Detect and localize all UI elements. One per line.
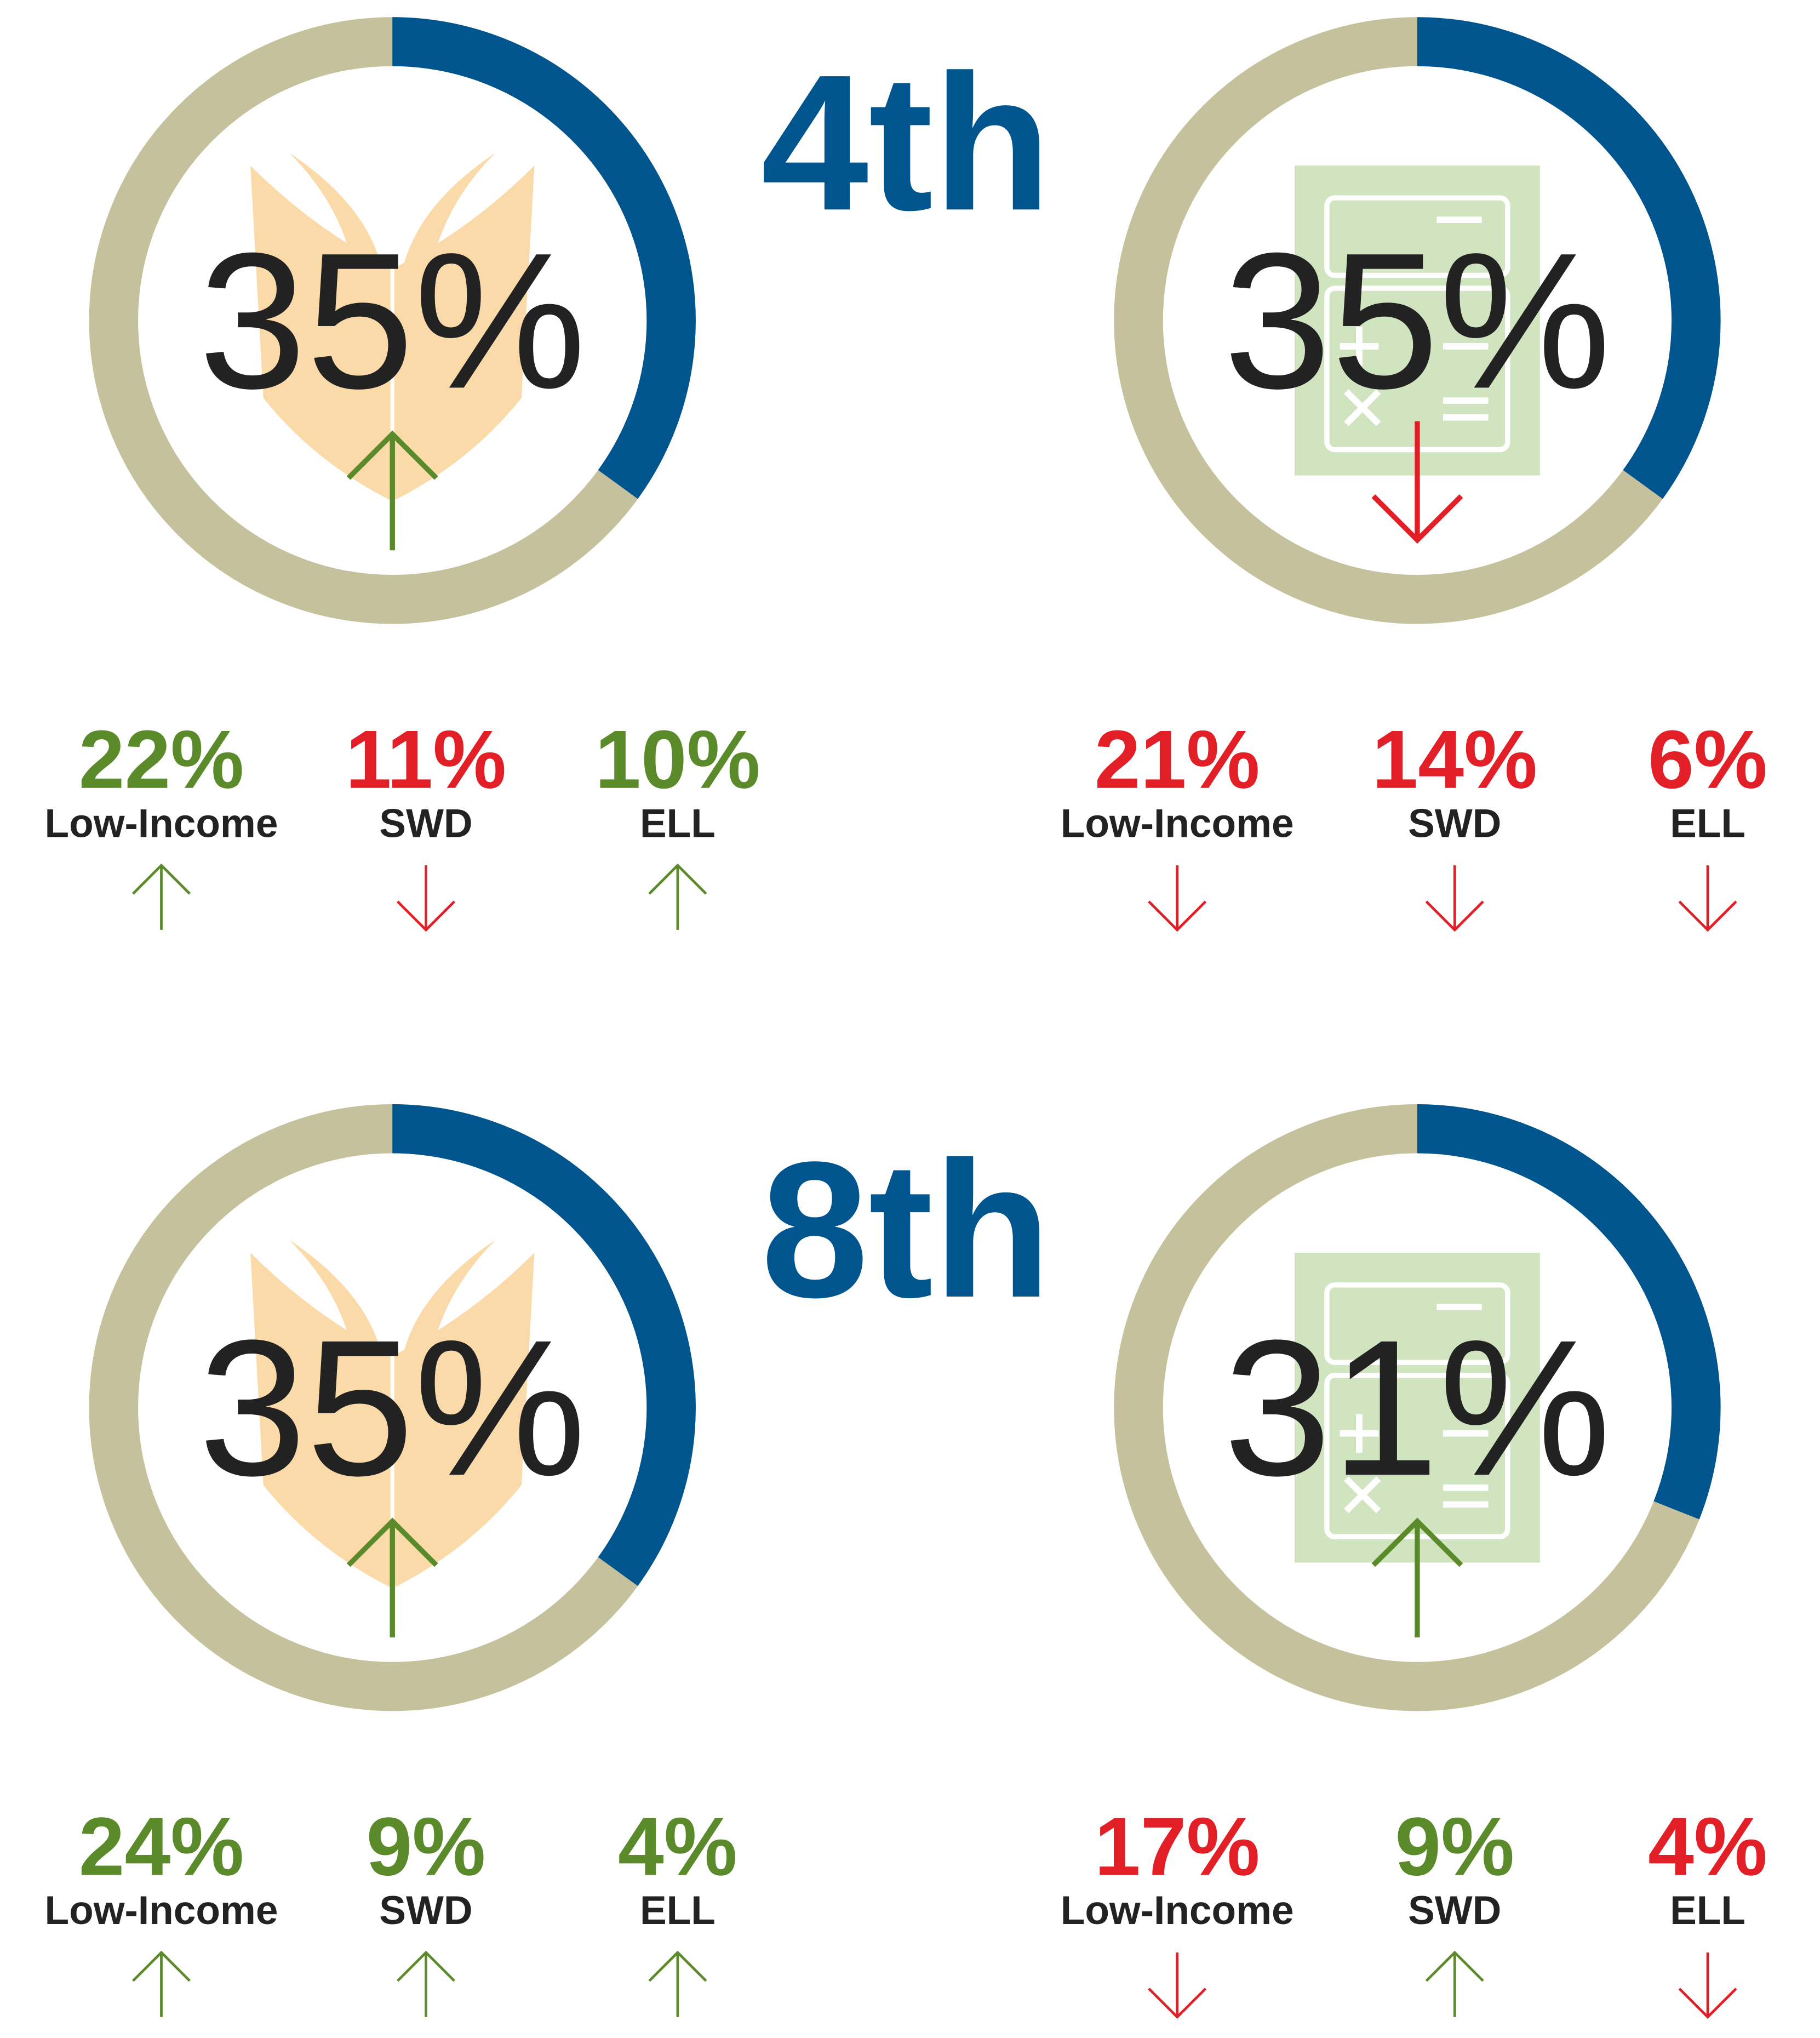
group-value: 14% [1372, 713, 1537, 806]
grade-title: 4th [761, 34, 1051, 250]
group-name: SWD [1408, 801, 1501, 846]
donut-arc [392, 1104, 696, 1586]
group-arrow [648, 1950, 707, 2017]
book-leaf [289, 1240, 382, 1356]
donut-value: 35% [199, 212, 586, 429]
group-value: 24% [79, 1801, 244, 1893]
group-name: ELL [1670, 1888, 1745, 1933]
group-value: 22% [79, 713, 244, 806]
group-arrow [1678, 1952, 1737, 2019]
group-name: Low-Income [45, 1888, 278, 1933]
donut-arc [1417, 1104, 1721, 1520]
group-value: 4% [1648, 1801, 1767, 1893]
group-arrow [132, 863, 191, 930]
donut-arc [392, 17, 696, 499]
group-name: Low-Income [1061, 801, 1294, 846]
book-leaf [403, 152, 496, 269]
group-arrow [1148, 1952, 1207, 2019]
calc-keys [1340, 216, 1489, 426]
group-arrow [396, 1950, 455, 2017]
group-arrow [1678, 865, 1737, 932]
group-value: 11% [346, 713, 506, 806]
group-value: 21% [1095, 713, 1260, 806]
donut-value: 35% [199, 1299, 586, 1516]
donut-value: 35% [1223, 212, 1611, 429]
donut-value: 31% [1223, 1299, 1611, 1516]
calculator-icon [1295, 1252, 1540, 1563]
book-leaf [289, 152, 382, 269]
grade-title: 8th [761, 1121, 1051, 1338]
group-arrow [396, 865, 455, 932]
group-arrow [1148, 865, 1207, 932]
group-value: 17% [1095, 1801, 1260, 1893]
group-value: 9% [1395, 1801, 1514, 1893]
group-arrow [132, 1950, 191, 2017]
group-arrow [648, 863, 707, 930]
group-name: Low-Income [45, 801, 278, 846]
group-name: SWD [1408, 1888, 1501, 1933]
group-arrow [1425, 1950, 1484, 2017]
calc-keys [1340, 1304, 1489, 1514]
calc-body [1295, 1252, 1540, 1563]
group-name: SWD [379, 801, 472, 846]
trend-arrow [1371, 1517, 1463, 1638]
book-icon [250, 1240, 535, 1589]
group-name: SWD [379, 1888, 472, 1933]
calc-screen [1324, 195, 1510, 278]
group-name: ELL [640, 801, 716, 846]
group-name: Low-Income [1061, 1888, 1294, 1933]
trend-arrow [346, 1517, 438, 1638]
calc-screen [1324, 1282, 1510, 1365]
calculator-icon [1295, 165, 1540, 476]
group-name: ELL [1670, 801, 1745, 846]
group-arrow [1425, 865, 1484, 932]
trend-arrow [1371, 421, 1463, 544]
book-icon [250, 152, 535, 501]
trend-arrow [346, 430, 438, 551]
group-value: 9% [367, 1801, 486, 1893]
group-value: 4% [618, 1801, 737, 1893]
group-name: ELL [640, 1888, 716, 1933]
group-value: 6% [1648, 713, 1767, 806]
book-leaf [403, 1240, 496, 1356]
group-value: 10% [595, 713, 760, 806]
donut-arc [1417, 17, 1721, 499]
